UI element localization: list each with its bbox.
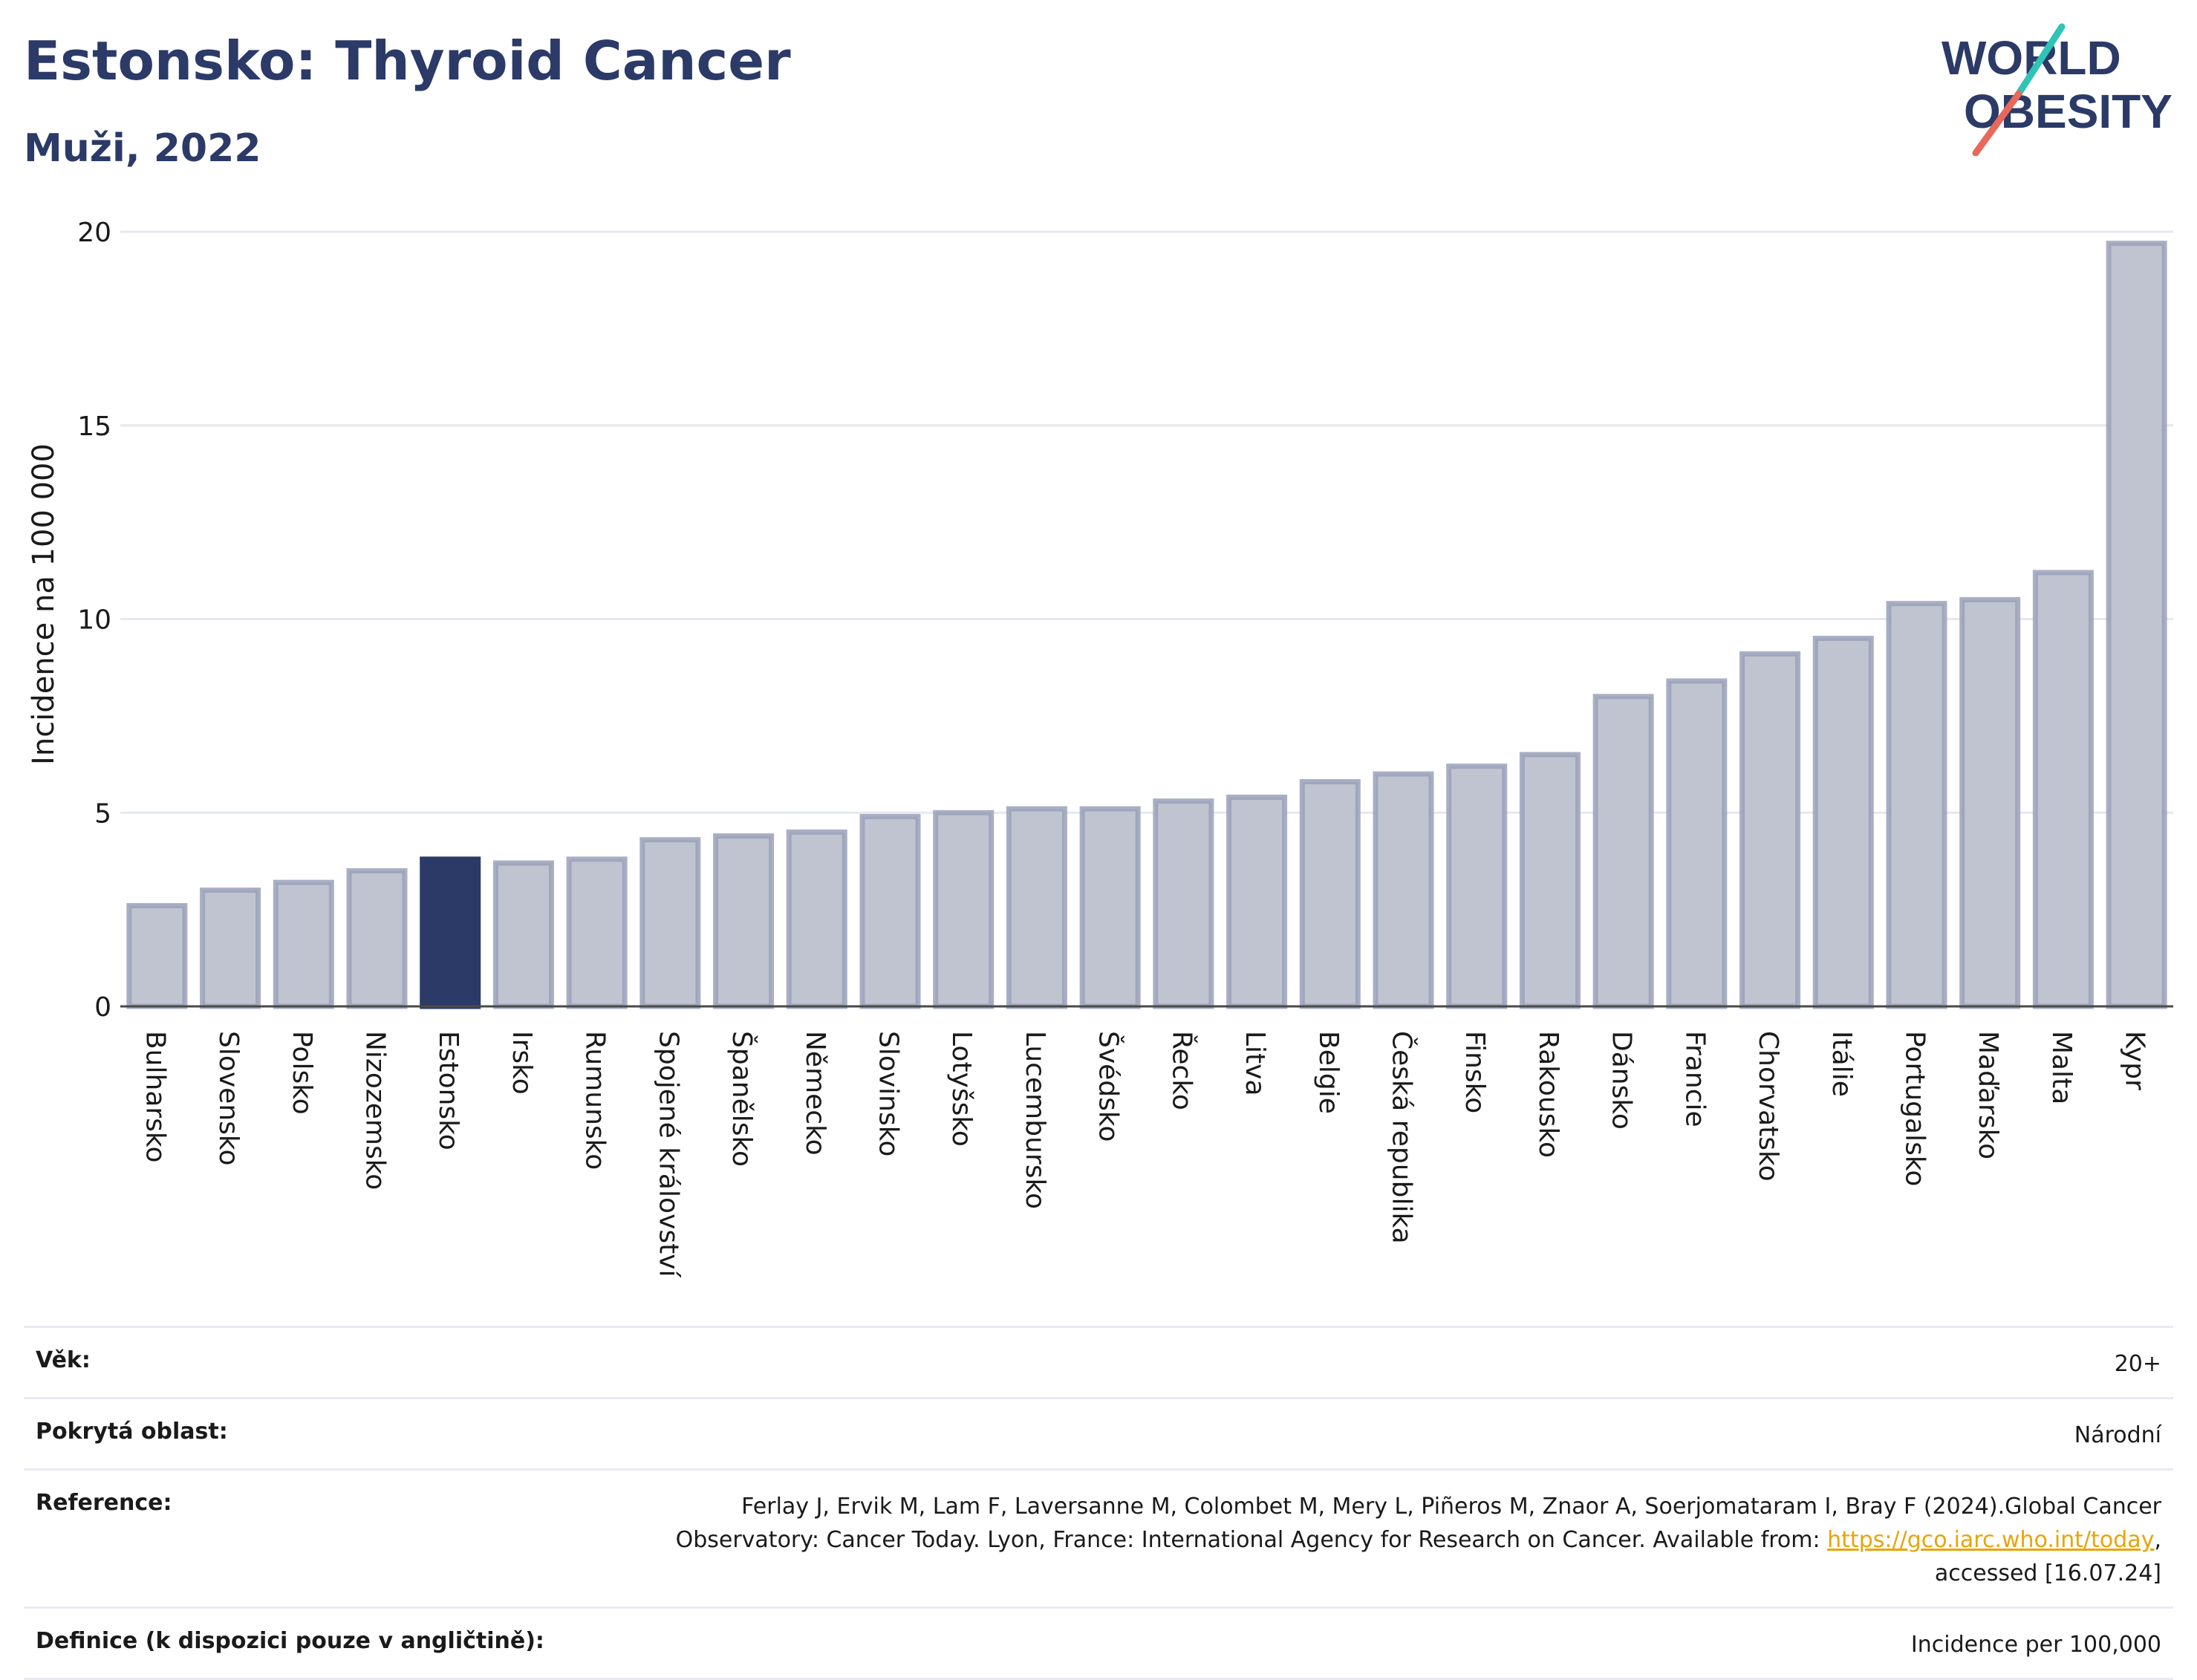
bar-Finsko[interactable] xyxy=(1446,764,1508,1009)
definition-value: Incidence per 100,000 xyxy=(1910,1632,2161,1658)
reference-suffix: , accessed [16.07.24] xyxy=(1934,1527,2161,1586)
bar-Česká republika[interactable] xyxy=(1373,771,1434,1009)
coverage-label: Pokrytá oblast: xyxy=(36,1419,228,1445)
chart-subtitle: Muži, 2022 xyxy=(24,126,261,171)
x-tick-label: Česká republika xyxy=(1387,1031,1418,1244)
bar-Slovinsko[interactable] xyxy=(859,813,921,1009)
info-table: Věk: 20+ Pokrytá oblast: Národní Referen… xyxy=(24,1326,2173,1680)
x-tick-label: Rakousko xyxy=(1533,1031,1563,1158)
bar-Malta[interactable] xyxy=(2032,570,2094,1009)
x-tick-label: Bulharsko xyxy=(140,1031,170,1163)
bar-Švédsko[interactable] xyxy=(1079,806,1141,1009)
logo-text-obesity: OBESITY xyxy=(1964,85,2172,138)
x-tick-label: Litva xyxy=(1240,1031,1270,1096)
x-tick-label: Belgie xyxy=(1313,1031,1344,1114)
definition-label: Definice (k dispozici pouze v angličtině… xyxy=(36,1628,544,1654)
x-tick-label: Řecko xyxy=(1166,1031,1197,1110)
bar-Slovensko[interactable] xyxy=(200,888,261,1009)
x-tick-label: Finsko xyxy=(1459,1031,1490,1113)
world-obesity-logo: WORLD OBESITY xyxy=(1942,23,2172,156)
x-tick-label: Francie xyxy=(1679,1031,1710,1127)
bar-Maďarsko[interactable] xyxy=(1959,596,2021,1009)
bar-Rumunsko[interactable] xyxy=(566,856,628,1009)
bar-Německo[interactable] xyxy=(786,829,847,1009)
x-tick-label: Švédsko xyxy=(1093,1031,1124,1142)
reference-label: Reference: xyxy=(36,1490,172,1516)
bar-Řecko[interactable] xyxy=(1153,798,1214,1009)
bar-Španělsko[interactable] xyxy=(713,833,775,1009)
x-axis-ticks: Bulharsko Slovensko Polsko Nizozemsko Estons… xyxy=(140,1031,2149,1278)
y-axis-label: Incidence na 100 000 xyxy=(27,443,61,765)
x-tick-label: Kypr xyxy=(2120,1031,2150,1090)
logo-slash-teal xyxy=(2015,23,2066,97)
bar-chart: 0 5 10 15 20 Bulharsko Slovensko Polsko Nizozem… xyxy=(27,218,2173,1278)
bar-Bulharsko[interactable] xyxy=(126,902,188,1009)
bar-Litva[interactable] xyxy=(1226,794,1288,1009)
age-value: 20+ xyxy=(2114,1351,2161,1377)
info-row-definition: Definice (k dispozici pouze v angličtině… xyxy=(24,1606,2173,1680)
bar-Irsko[interactable] xyxy=(492,860,554,1009)
x-tick-label: Chorvatsko xyxy=(1753,1031,1783,1182)
info-row-coverage: Pokrytá oblast: Národní xyxy=(24,1397,2173,1468)
bar-Itálie[interactable] xyxy=(1812,636,1874,1009)
x-tick-label: Slovinsko xyxy=(873,1031,904,1156)
y-tick-label: 15 xyxy=(77,411,111,442)
bar-Nizozemsko[interactable] xyxy=(346,867,408,1009)
age-label: Věk: xyxy=(36,1347,91,1373)
bar-Estonsko[interactable] xyxy=(420,856,481,1009)
x-tick-label: Estonsko xyxy=(433,1031,463,1150)
x-tick-label: Lucembursko xyxy=(1020,1031,1050,1209)
x-tick-label: Malta xyxy=(2046,1031,2077,1104)
info-row-reference: Reference: Ferlay J, Ervik M, Lam F, Lav… xyxy=(24,1468,2173,1606)
bar-Kypr[interactable] xyxy=(2106,241,2167,1009)
bar-Francie[interactable] xyxy=(1666,678,1728,1009)
x-tick-label: Dánsko xyxy=(1607,1031,1637,1130)
reference-text: Ferlay J, Ervik M, Lam F, Laversanne M, … xyxy=(675,1494,2161,1553)
x-tick-label: Polsko xyxy=(287,1031,317,1115)
x-tick-label: Slovensko xyxy=(213,1031,244,1166)
x-tick-label: Spojené království xyxy=(653,1031,683,1278)
x-tick-label: Maďarsko xyxy=(1973,1031,2003,1159)
bar-Dánsko[interactable] xyxy=(1592,694,1654,1009)
reference-link[interactable]: https://gco.iarc.who.int/today xyxy=(1827,1527,2155,1553)
bar-Lucembursko[interactable] xyxy=(1006,806,1067,1009)
x-tick-label: Nizozemsko xyxy=(360,1031,391,1190)
reference-value: Ferlay J, Ervik M, Lam F, Laversanne M, … xyxy=(602,1490,2161,1590)
y-axis-ticks: 0 5 10 15 20 xyxy=(77,218,111,1023)
bar-Belgie[interactable] xyxy=(1299,779,1361,1009)
x-tick-label: Portugalsko xyxy=(1900,1031,1930,1186)
x-tick-label: Lotyšsko xyxy=(946,1031,977,1147)
bar-Rakousko[interactable] xyxy=(1519,752,1581,1009)
x-tick-label: Německo xyxy=(800,1031,830,1156)
coverage-value: Národní xyxy=(2074,1422,2161,1448)
x-tick-label: Irsko xyxy=(507,1031,537,1095)
chart-title: Estonsko: Thyroid Cancer xyxy=(24,30,791,92)
info-row-age: Věk: 20+ xyxy=(24,1326,2173,1397)
x-tick-label: Španělsko xyxy=(726,1031,758,1167)
x-tick-label: Rumunsko xyxy=(580,1031,611,1170)
y-tick-label: 10 xyxy=(77,605,111,636)
bars xyxy=(126,241,2167,1009)
logo-slash-red xyxy=(1972,90,2022,156)
bar-Spojené království[interactable] xyxy=(639,837,701,1009)
y-tick-label: 20 xyxy=(77,218,111,248)
bar-Chorvatsko[interactable] xyxy=(1739,651,1801,1009)
bar-Lotyšsko[interactable] xyxy=(933,810,995,1009)
y-tick-label: 0 xyxy=(94,992,111,1023)
y-tick-label: 5 xyxy=(94,798,111,829)
x-tick-label: Itálie xyxy=(1826,1031,1857,1097)
bar-Portugalsko[interactable] xyxy=(1886,601,1947,1009)
bar-Polsko[interactable] xyxy=(273,879,334,1009)
